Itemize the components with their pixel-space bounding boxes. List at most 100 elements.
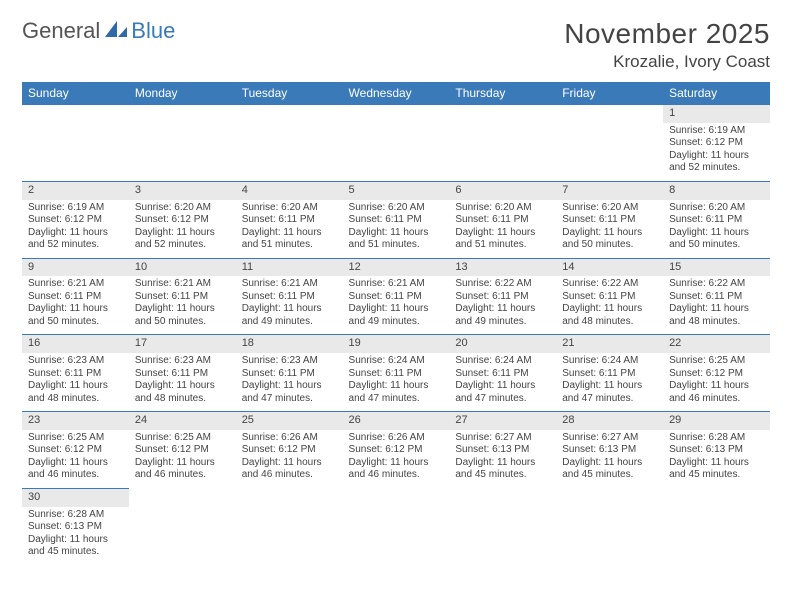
daylight-line-2: and 48 minutes. — [669, 316, 764, 329]
day-info-cell: Sunrise: 6:24 AMSunset: 6:11 PMDaylight:… — [449, 353, 556, 412]
day-number-cell — [22, 105, 129, 123]
info-row: Sunrise: 6:23 AMSunset: 6:11 PMDaylight:… — [22, 353, 770, 412]
daylight-line-2: and 49 minutes. — [455, 316, 550, 329]
day-info-cell — [556, 123, 663, 182]
daynum-row: 1 — [22, 105, 770, 123]
header: General Blue November 2025 Krozalie, Ivo… — [22, 18, 770, 72]
daylight-line-1: Daylight: 11 hours — [349, 457, 444, 470]
sunrise-line: Sunrise: 6:28 AM — [28, 509, 123, 522]
calendar-head: SundayMondayTuesdayWednesdayThursdayFrid… — [22, 82, 770, 105]
daylight-line-2: and 46 minutes. — [669, 393, 764, 406]
daylight-line-2: and 46 minutes. — [242, 469, 337, 482]
day-number-cell — [449, 488, 556, 506]
info-row: Sunrise: 6:25 AMSunset: 6:12 PMDaylight:… — [22, 430, 770, 489]
daylight-line-1: Daylight: 11 hours — [562, 457, 657, 470]
sunrise-line: Sunrise: 6:23 AM — [242, 355, 337, 368]
day-info-cell: Sunrise: 6:25 AMSunset: 6:12 PMDaylight:… — [663, 353, 770, 412]
sunset-line: Sunset: 6:11 PM — [242, 214, 337, 227]
daylight-line-2: and 52 minutes. — [28, 239, 123, 252]
sunset-line: Sunset: 6:13 PM — [669, 444, 764, 457]
sunrise-line: Sunrise: 6:27 AM — [455, 432, 550, 445]
daylight-line-2: and 50 minutes. — [669, 239, 764, 252]
daylight-line-2: and 52 minutes. — [669, 162, 764, 175]
sunrise-line: Sunrise: 6:26 AM — [242, 432, 337, 445]
day-number-cell — [343, 488, 450, 506]
info-row: Sunrise: 6:19 AMSunset: 6:12 PMDaylight:… — [22, 123, 770, 182]
sunset-line: Sunset: 6:11 PM — [28, 291, 123, 304]
day-info-cell: Sunrise: 6:25 AMSunset: 6:12 PMDaylight:… — [22, 430, 129, 489]
day-info-cell: Sunrise: 6:26 AMSunset: 6:12 PMDaylight:… — [236, 430, 343, 489]
daylight-line-1: Daylight: 11 hours — [28, 457, 123, 470]
day-number-cell: 19 — [343, 335, 450, 353]
day-number-cell: 8 — [663, 181, 770, 199]
daylight-line-2: and 48 minutes. — [135, 393, 230, 406]
daylight-line-2: and 45 minutes. — [562, 469, 657, 482]
sunrise-line: Sunrise: 6:20 AM — [242, 202, 337, 215]
day-number-cell — [236, 488, 343, 506]
sunset-line: Sunset: 6:12 PM — [135, 214, 230, 227]
sunset-line: Sunset: 6:12 PM — [669, 137, 764, 150]
sunset-line: Sunset: 6:11 PM — [562, 214, 657, 227]
day-info-cell: Sunrise: 6:24 AMSunset: 6:11 PMDaylight:… — [556, 353, 663, 412]
day-number-cell: 23 — [22, 412, 129, 430]
daylight-line-2: and 47 minutes. — [562, 393, 657, 406]
daylight-line-1: Daylight: 11 hours — [455, 457, 550, 470]
day-info-cell: Sunrise: 6:21 AMSunset: 6:11 PMDaylight:… — [129, 276, 236, 335]
sunrise-line: Sunrise: 6:20 AM — [669, 202, 764, 215]
daylight-line-1: Daylight: 11 hours — [669, 150, 764, 163]
sunset-line: Sunset: 6:12 PM — [349, 444, 444, 457]
day-number-cell: 26 — [343, 412, 450, 430]
daylight-line-2: and 50 minutes. — [562, 239, 657, 252]
day-info-cell: Sunrise: 6:20 AMSunset: 6:11 PMDaylight:… — [663, 200, 770, 259]
daylight-line-1: Daylight: 11 hours — [28, 534, 123, 547]
daynum-row: 23242526272829 — [22, 412, 770, 430]
day-info-cell: Sunrise: 6:23 AMSunset: 6:11 PMDaylight:… — [22, 353, 129, 412]
sunrise-line: Sunrise: 6:23 AM — [28, 355, 123, 368]
weekday-header: Tuesday — [236, 82, 343, 105]
weekday-header: Friday — [556, 82, 663, 105]
day-info-cell: Sunrise: 6:21 AMSunset: 6:11 PMDaylight:… — [236, 276, 343, 335]
day-info-cell — [236, 123, 343, 182]
daylight-line-2: and 50 minutes. — [135, 316, 230, 329]
day-number-cell: 3 — [129, 181, 236, 199]
day-number-cell: 24 — [129, 412, 236, 430]
sunset-line: Sunset: 6:11 PM — [455, 291, 550, 304]
day-number-cell: 22 — [663, 335, 770, 353]
day-number-cell: 14 — [556, 258, 663, 276]
daylight-line-2: and 50 minutes. — [28, 316, 123, 329]
daylight-line-1: Daylight: 11 hours — [349, 227, 444, 240]
sunrise-line: Sunrise: 6:21 AM — [349, 278, 444, 291]
daylight-line-2: and 46 minutes. — [135, 469, 230, 482]
daylight-line-2: and 48 minutes. — [28, 393, 123, 406]
day-number-cell: 2 — [22, 181, 129, 199]
location: Krozalie, Ivory Coast — [564, 52, 770, 72]
sunrise-line: Sunrise: 6:24 AM — [562, 355, 657, 368]
daylight-line-1: Daylight: 11 hours — [242, 227, 337, 240]
month-title: November 2025 — [564, 18, 770, 50]
sunrise-line: Sunrise: 6:20 AM — [135, 202, 230, 215]
weekday-header: Wednesday — [343, 82, 450, 105]
daylight-line-2: and 52 minutes. — [135, 239, 230, 252]
daylight-line-2: and 45 minutes. — [669, 469, 764, 482]
day-number-cell: 29 — [663, 412, 770, 430]
sunset-line: Sunset: 6:12 PM — [669, 368, 764, 381]
weekday-row: SundayMondayTuesdayWednesdayThursdayFrid… — [22, 82, 770, 105]
daylight-line-1: Daylight: 11 hours — [242, 380, 337, 393]
day-info-cell: Sunrise: 6:20 AMSunset: 6:12 PMDaylight:… — [129, 200, 236, 259]
day-number-cell — [556, 105, 663, 123]
day-number-cell: 27 — [449, 412, 556, 430]
logo-text-blue: Blue — [131, 18, 175, 44]
day-number-cell: 17 — [129, 335, 236, 353]
sunrise-line: Sunrise: 6:20 AM — [562, 202, 657, 215]
day-info-cell: Sunrise: 6:22 AMSunset: 6:11 PMDaylight:… — [556, 276, 663, 335]
day-info-cell: Sunrise: 6:27 AMSunset: 6:13 PMDaylight:… — [449, 430, 556, 489]
day-number-cell — [129, 105, 236, 123]
logo: General Blue — [22, 18, 175, 44]
day-number-cell: 10 — [129, 258, 236, 276]
daylight-line-2: and 45 minutes. — [28, 546, 123, 559]
sunset-line: Sunset: 6:11 PM — [28, 368, 123, 381]
daylight-line-2: and 46 minutes. — [349, 469, 444, 482]
info-row: Sunrise: 6:28 AMSunset: 6:13 PMDaylight:… — [22, 507, 770, 565]
logo-sail-icon — [103, 19, 129, 44]
sunrise-line: Sunrise: 6:25 AM — [28, 432, 123, 445]
